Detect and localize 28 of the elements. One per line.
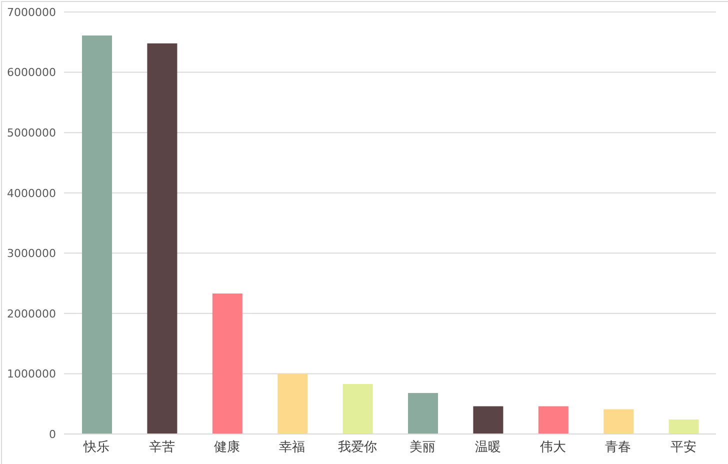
bar <box>342 384 373 434</box>
bar <box>212 294 242 434</box>
bar <box>668 420 699 434</box>
bar <box>473 406 504 434</box>
y-tick-label: 1000000 <box>7 368 56 381</box>
bar <box>82 36 112 434</box>
bar <box>147 43 178 434</box>
x-tick-label: 我爱你 <box>338 440 377 456</box>
x-tick-label: 快乐 <box>82 440 110 456</box>
y-tick-label: 4000000 <box>7 186 56 200</box>
bar <box>538 406 568 434</box>
y-tick-label: 0 <box>49 428 56 441</box>
y-tick-label: 7000000 <box>7 6 56 19</box>
x-tick-label: 健康 <box>214 440 240 456</box>
bar <box>408 393 438 434</box>
y-tick-label: 6000000 <box>7 66 56 80</box>
x-tick-label: 平安 <box>670 439 696 456</box>
x-tick-label: 辛苦 <box>148 440 175 456</box>
x-tick-label: 伟大 <box>540 440 566 456</box>
bar <box>278 374 308 434</box>
y-tick-label: 3000000 <box>7 247 56 260</box>
x-tick-label: 温暖 <box>474 440 501 456</box>
y-tick-label: 5000000 <box>7 126 56 140</box>
x-tick-label: 青春 <box>605 440 632 456</box>
bar <box>604 409 634 434</box>
x-tick-label: 美丽 <box>410 439 436 456</box>
y-tick-label: 2000000 <box>7 307 56 320</box>
x-tick-label: 幸福 <box>279 440 306 456</box>
